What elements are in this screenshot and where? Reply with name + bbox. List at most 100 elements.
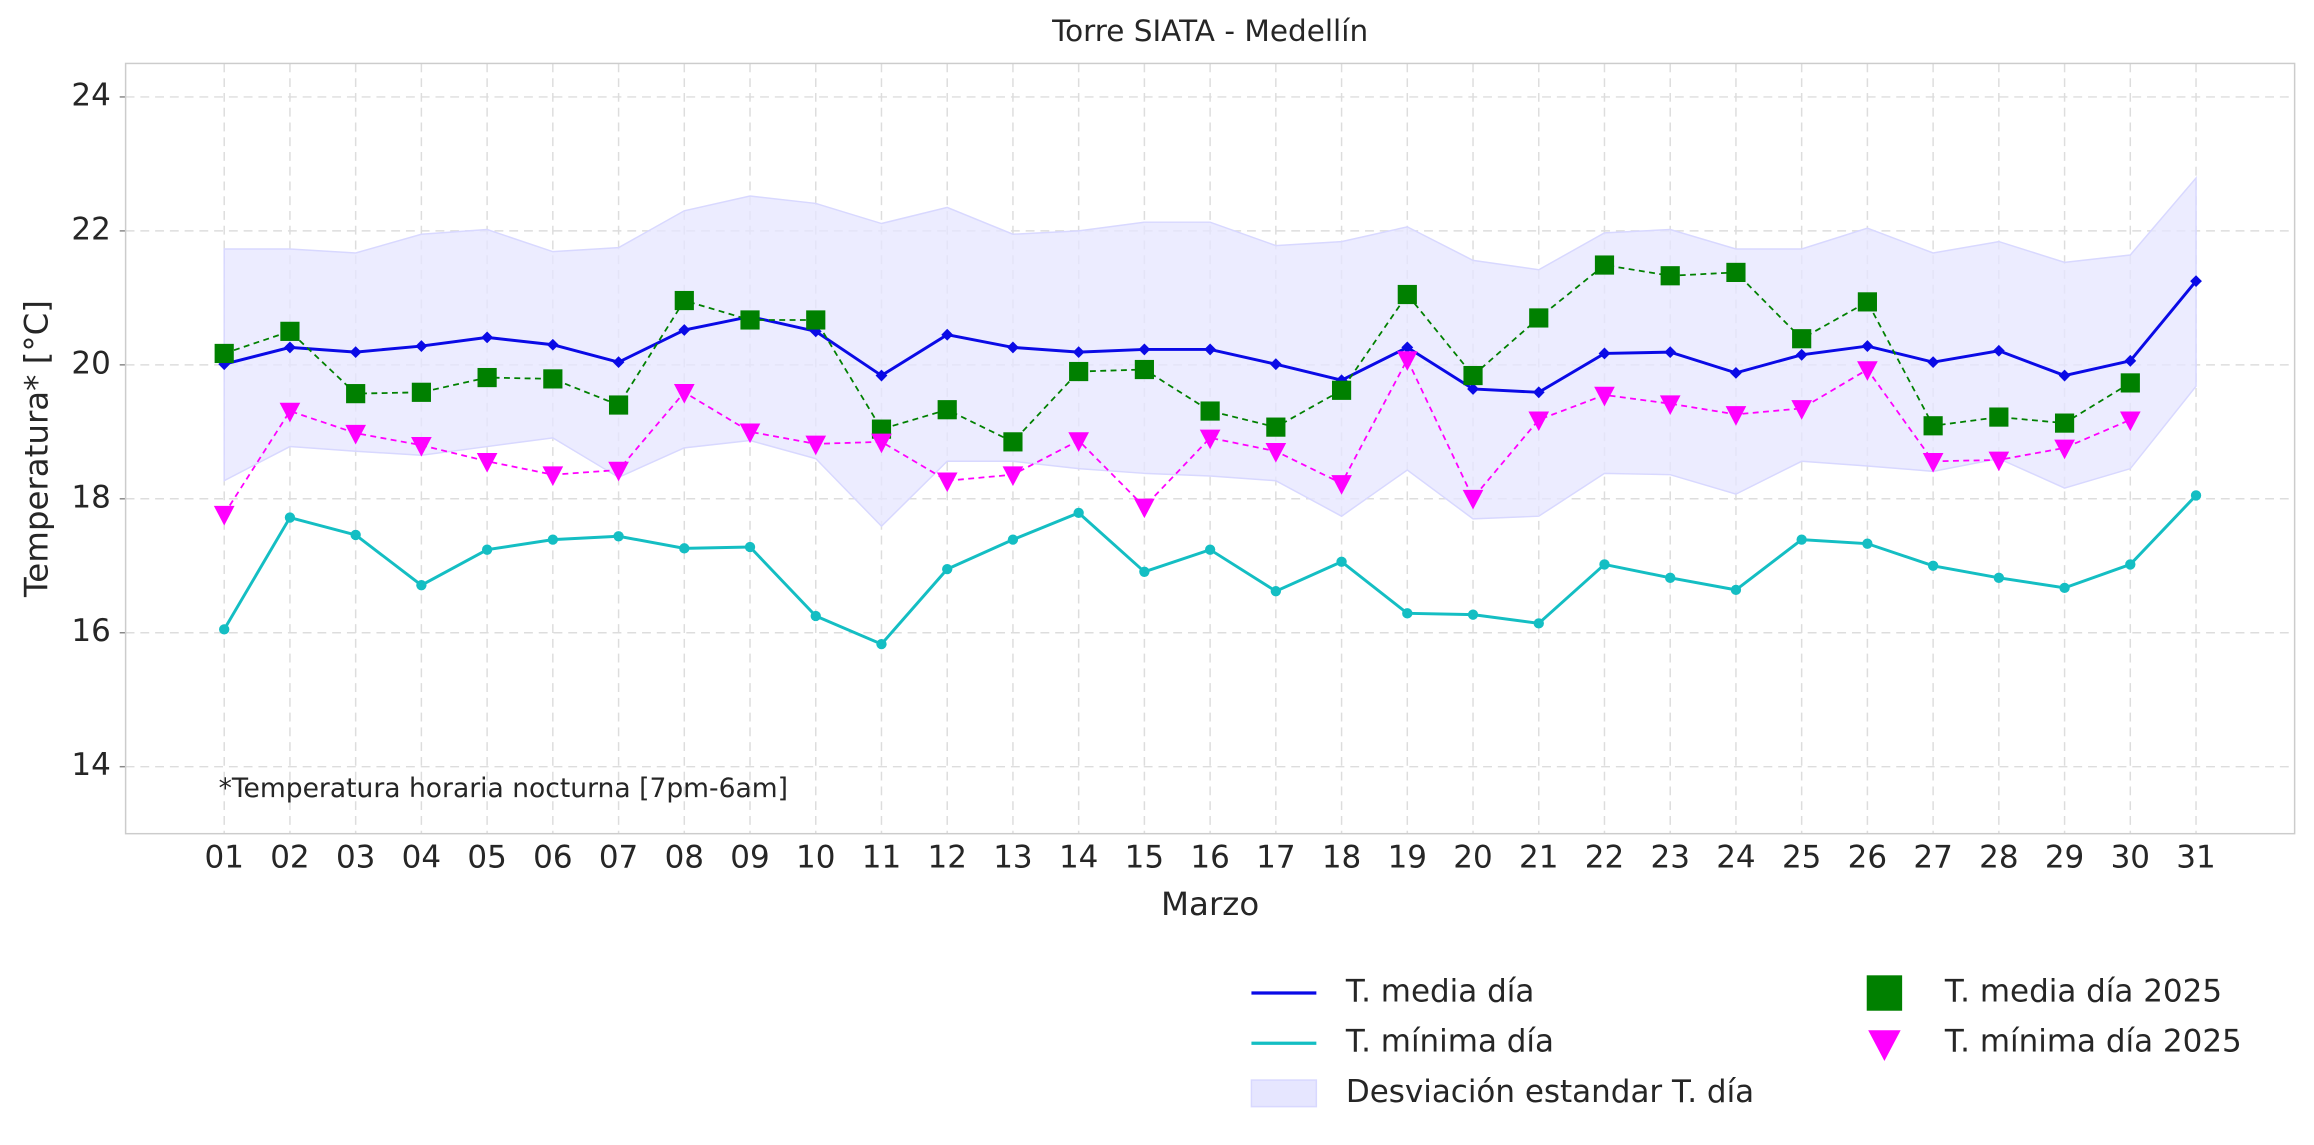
data-point	[2190, 490, 2202, 501]
x-tick-label: 11	[862, 839, 901, 875]
data-point	[2124, 354, 2137, 367]
data-point	[1331, 475, 1352, 495]
data-point	[1659, 395, 1681, 416]
data-point	[1922, 453, 1944, 473]
data-point	[279, 402, 301, 423]
data-point	[1665, 572, 1676, 583]
data-point	[612, 356, 625, 369]
data-point	[1007, 534, 1019, 545]
data-point	[673, 384, 695, 404]
x-tick-label: 05	[467, 839, 506, 875]
data-point	[2054, 439, 2075, 460]
data-point	[1927, 560, 1939, 571]
data-point	[1528, 411, 1550, 432]
data-point	[875, 369, 888, 382]
data-point	[1396, 351, 1418, 371]
data-point	[1730, 584, 1742, 596]
data-point	[1007, 341, 1019, 354]
x-tick-label: 17	[1256, 839, 1295, 875]
data-point	[1532, 386, 1545, 399]
x-tick-label: 04	[402, 839, 441, 875]
data-point	[213, 505, 235, 526]
data-point	[346, 384, 366, 404]
data-point	[942, 563, 953, 575]
data-point	[1463, 365, 1483, 386]
data-point	[1927, 356, 1940, 369]
x-tick-label: 15	[1125, 839, 1164, 875]
data-point	[1992, 344, 2005, 357]
data-point	[876, 638, 887, 650]
data-point	[1857, 292, 1877, 312]
data-point	[1725, 406, 1747, 426]
data-point	[219, 624, 230, 635]
data-point	[214, 343, 234, 364]
data-point	[1467, 609, 1479, 620]
y-tick-label: 14	[71, 747, 110, 783]
data-point	[1594, 386, 1615, 407]
legend-label: Desviación estandar T. día	[1346, 1074, 1754, 1110]
plot-frame	[124, 62, 2296, 835]
data-point	[416, 580, 427, 591]
data-point	[284, 341, 296, 354]
data-point	[1204, 544, 1216, 555]
y-tick-label: 22	[71, 211, 110, 247]
data-point	[608, 461, 629, 482]
data-point	[1401, 341, 1414, 354]
data-point	[1862, 538, 1873, 549]
data-point	[1266, 417, 1286, 437]
legend-label: T. mínima día	[1345, 1024, 1554, 1060]
y-tick-label: 20	[71, 345, 110, 381]
data-point	[350, 529, 361, 541]
data-point	[810, 610, 821, 622]
data-point	[543, 369, 563, 389]
data-point	[871, 433, 892, 454]
x-tick-label: 01	[204, 839, 243, 875]
data-point	[2054, 413, 2075, 433]
data-point	[1988, 451, 2010, 472]
data-point	[1331, 380, 1352, 400]
legend-marker	[1866, 975, 1903, 1011]
data-point	[2119, 411, 2141, 432]
data-point	[481, 544, 493, 555]
data-point	[1397, 284, 1417, 305]
data-point	[1660, 266, 1680, 286]
legend-label: T. media día 2025	[1944, 974, 2222, 1010]
x-tick-label: 14	[1059, 839, 1098, 875]
x-tick-label: 12	[927, 839, 966, 875]
data-point	[1336, 556, 1347, 567]
data-point	[1599, 559, 1610, 570]
series-line	[223, 264, 2131, 443]
data-point	[806, 310, 826, 330]
data-point	[1265, 442, 1287, 463]
data-point	[411, 436, 432, 457]
data-point	[805, 435, 827, 456]
data-point	[744, 541, 756, 553]
y-tick-label: 18	[71, 479, 110, 515]
series-line	[223, 357, 2131, 515]
legend-label: T. media día	[1345, 974, 1534, 1010]
x-tick-label: 06	[533, 839, 572, 875]
data-point	[679, 543, 690, 554]
data-point	[1270, 586, 1282, 597]
data-point	[1073, 507, 1084, 519]
x-tick-label: 20	[1453, 839, 1492, 875]
x-tick-label: 09	[730, 839, 769, 875]
x-tick-label: 25	[1782, 839, 1821, 875]
data-point	[1003, 432, 1023, 452]
data-point	[1134, 498, 1155, 519]
legend-swatch	[1250, 1079, 1318, 1108]
y-axis-label: Temperatura* [°C]	[18, 300, 56, 598]
data-point	[2125, 559, 2136, 570]
data-point	[542, 466, 564, 487]
data-point	[1989, 407, 2009, 427]
data-point	[1594, 255, 1615, 275]
y-tick-label: 24	[71, 77, 110, 113]
data-point	[345, 424, 366, 445]
data-point	[2120, 373, 2140, 393]
x-tick-label: 21	[1519, 839, 1558, 875]
x-tick-label: 24	[1716, 839, 1755, 875]
data-point	[740, 310, 760, 330]
x-tick-label: 28	[1979, 839, 2018, 875]
data-point	[1861, 340, 1874, 352]
